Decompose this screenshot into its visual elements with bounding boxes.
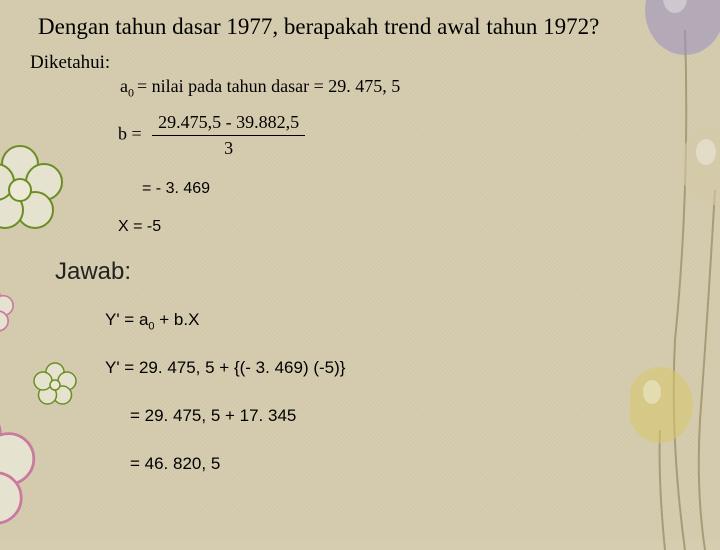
equation-4: = 46. 820, 5 [130,454,220,474]
fraction-denominator: 3 [152,136,305,159]
b-result: = - 3. 469 [142,180,210,198]
equation-3: = 29. 475, 5 + 17. 345 [130,406,296,426]
fraction-numerator: 29.475,5 - 39.882,5 [152,112,305,136]
equation-2: Y' = 29. 475, 5 + {(- 3. 469) (-5)} [105,358,345,378]
a0-line: a0 = nilai pada tahun dasar = 29. 475, 5 [120,76,400,101]
equation-1: Y' = a0 + b.X [105,310,199,332]
b-fraction: b = 29.475,5 - 39.882,5 3 [118,112,305,159]
decor-left [0,130,120,550]
slide-title: Dengan tahun dasar 1977, berapakah trend… [38,14,599,40]
decor-right-balloons [630,0,720,550]
jawab-label: Jawab: [55,258,131,286]
diketahui-label: Diketahui: [30,52,110,74]
x-value: X = -5 [118,218,161,236]
b-equals-text: b = [118,124,142,144]
